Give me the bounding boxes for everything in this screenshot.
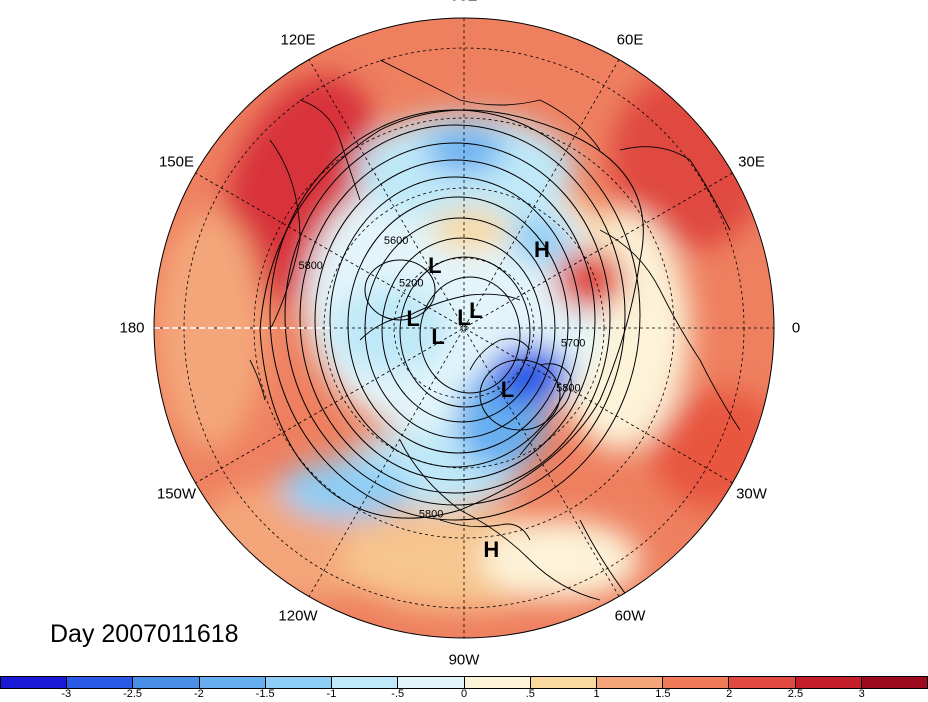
colorbar-cell [133,677,200,688]
low-pressure-marker: L [500,377,515,403]
colorbar-cell [464,677,531,688]
longitude-label: 180 [119,319,145,337]
longitude-label: 120E [280,31,316,49]
colorbar-cell [861,677,928,688]
colorbar-tick-label: -.5 [391,688,405,700]
high-pressure-marker: H [483,537,500,563]
contour-label: 5200 [399,278,423,290]
high-pressure-marker: H [533,237,550,263]
colorbar-tick-label: 3 [858,688,865,700]
temperature-anomaly-field [154,18,774,638]
longitude-label: 150E [158,153,194,171]
colorbar-cell [795,677,862,688]
contour-label: 5600 [384,235,408,247]
colorbar-cell [596,677,664,688]
colorbar-tick-label: -2.5 [123,688,143,700]
colorbar-cell [67,677,134,688]
low-pressure-marker: L [428,252,442,278]
longitude-label: 90E [451,0,478,5]
colorbar-tick-label: .5 [525,688,535,700]
colorbar-cell [729,677,796,688]
longitude-label: 30W [736,485,767,503]
low-pressure-marker: L [431,324,445,350]
longitude-label: 30E [738,153,765,171]
contour-label: 5700 [561,337,585,349]
colorbar-tick-label: -1.5 [255,688,275,700]
low-pressure-marker: L [469,298,483,324]
colorbar-tick-label: 2.5 [787,688,804,700]
colorbar-cell [332,677,399,688]
longitude-label: 120W [278,607,318,625]
colorbar-cell [663,677,730,688]
colorbar-tick-label: 1 [593,688,600,700]
colorbar-tick-label: -1 [326,688,337,700]
longitude-label: 0 [791,319,801,337]
longitude-label: 150W [156,485,197,503]
longitude-label: 60W [614,607,646,625]
contour-label: 5800 [556,382,580,394]
colorbar-cell [398,677,465,688]
graticule [154,18,774,638]
low-pressure-marker: L [457,304,471,330]
colorbar [0,676,928,689]
contour-label: 5800 [298,260,322,272]
colorbar-cell [1,677,68,688]
colorbar-cell [530,677,597,688]
contour-label: 5800 [419,509,443,521]
map-boundary [153,17,775,639]
colorbar-tick-label: 1.5 [655,688,671,700]
colorbar-cell [265,677,333,688]
longitude-label: 60E [616,31,644,49]
map-title: Day 2007011618 [50,620,239,648]
colorbar-tick-label: -3 [61,688,72,700]
longitude-label: 90W [448,651,480,669]
low-pressure-marker: L [406,306,420,332]
polar-map: 5600 5200 5800 5700 5800 5800 [153,17,775,639]
colorbar-tick-label: 0 [460,688,468,700]
geopotential-height-contours [259,109,644,521]
colorbar-tick-label: -2 [193,688,204,700]
contour-labels: 5600 5200 5800 5700 5800 5800 [298,235,585,521]
colorbar-cell [199,677,266,688]
colorbar-tick-label: 2 [726,688,733,700]
